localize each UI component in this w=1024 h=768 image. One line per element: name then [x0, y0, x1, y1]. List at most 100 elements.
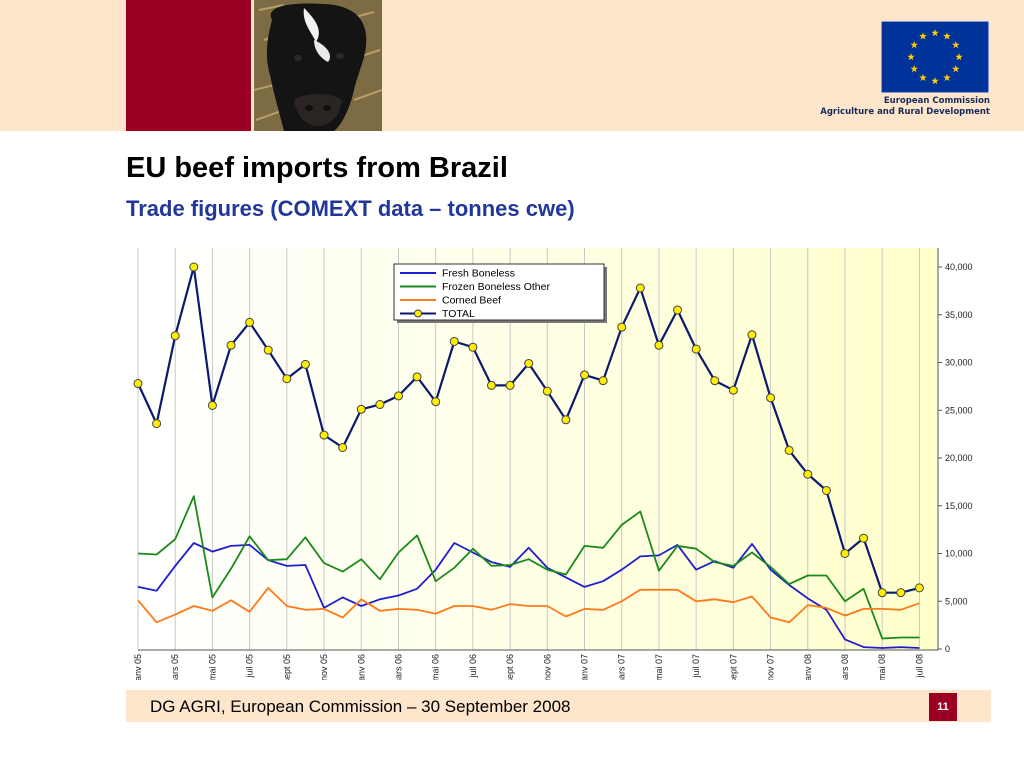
- org-line-1: European Commission: [883, 96, 990, 106]
- total-data-point: [896, 588, 906, 598]
- y-tick-label: 20,000: [945, 453, 973, 463]
- total-data-point: [728, 385, 738, 395]
- total-data-point: [263, 345, 273, 355]
- total-data-point: [393, 391, 403, 401]
- total-data-point: [152, 419, 162, 429]
- total-data-point: [412, 372, 422, 382]
- total-data-point: [431, 397, 441, 407]
- total-data-point: [561, 415, 571, 425]
- eu-star-icon: [943, 73, 951, 82]
- total-data-point: [691, 344, 701, 354]
- total-data-point: [654, 340, 664, 350]
- total-data-point: [356, 404, 366, 414]
- x-tick-label: sept 05: [282, 654, 292, 680]
- y-tick-label: 15,000: [945, 501, 973, 511]
- total-data-point: [673, 305, 683, 315]
- y-tick-label: 10,000: [945, 549, 973, 559]
- total-data-point: [468, 342, 478, 352]
- slide-subtitle: Trade figures (COMEXT data – tonnes cwe): [126, 196, 575, 221]
- total-data-point: [710, 376, 720, 386]
- total-data-point: [486, 380, 496, 390]
- total-data-point: [449, 336, 459, 346]
- x-tick-label: juil 06: [468, 654, 478, 679]
- eu-star-icon: [919, 73, 927, 82]
- total-data-point: [170, 331, 180, 341]
- footer-text: DG AGRI, European Commission – 30 Septem…: [150, 697, 571, 716]
- eu-star-icon: [910, 41, 919, 49]
- total-data-point: [859, 533, 869, 543]
- y-tick-label: 25,000: [945, 405, 973, 415]
- footer-band: DG AGRI, European Commission – 30 Septem…: [126, 690, 991, 722]
- legend-label: Fresh Boneless: [442, 268, 515, 280]
- total-data-point: [840, 549, 850, 558]
- x-tick-label: mai 05: [207, 654, 217, 680]
- legend-marker: [414, 309, 422, 318]
- total-data-point: [784, 445, 794, 455]
- page-number: 11: [929, 693, 957, 721]
- total-data-point: [747, 330, 757, 340]
- eu-flag-logo: [880, 20, 990, 94]
- total-data-point: [207, 400, 217, 410]
- eu-star-icon: [955, 53, 963, 61]
- legend-label: Frozen Boneless Other: [442, 281, 550, 293]
- series-line-2: [137, 586, 920, 624]
- total-data-point: [598, 376, 608, 386]
- series-line-1: [137, 495, 920, 640]
- x-tick-label: nov 07: [766, 654, 776, 680]
- beef-imports-chart: janv 05 mars 05 mai 05 juil 05 sept 05 nov 05…: [115, 240, 995, 687]
- total-data-point: [914, 583, 924, 593]
- x-tick-label: janv 07: [580, 654, 590, 680]
- total-data-point: [635, 283, 645, 293]
- total-data-point: [803, 469, 813, 479]
- eu-star-icon: [931, 29, 939, 37]
- eu-star-icon: [951, 41, 960, 49]
- y-tick-label: 0: [945, 644, 950, 654]
- x-tick-label: juil 07: [691, 654, 701, 679]
- x-tick-label: mars 05: [170, 654, 180, 680]
- x-tick-label: mai 07: [654, 654, 664, 680]
- legend-label: TOTAL: [442, 308, 475, 320]
- eu-org-text: European Commission Agriculture and Rura…: [820, 96, 990, 118]
- eu-star-icon: [931, 77, 939, 85]
- x-tick-label: mars 06: [393, 654, 403, 680]
- x-tick-label: mars 08: [840, 654, 850, 680]
- x-tick-label: nov 05: [319, 654, 329, 680]
- y-tick-label: 30,000: [945, 358, 973, 368]
- org-line-2: Agriculture and Rural Development: [820, 107, 990, 117]
- total-data-point: [766, 393, 776, 403]
- x-tick-label: janv 06: [356, 654, 366, 680]
- total-data-point: [245, 317, 255, 327]
- x-tick-label: mars 07: [617, 654, 627, 680]
- total-data-point: [300, 359, 310, 369]
- total-data-point: [226, 340, 236, 350]
- x-tick-label: janv 08: [803, 654, 813, 680]
- total-data-point: [319, 430, 329, 440]
- y-tick-label: 5,000: [945, 596, 968, 606]
- eu-star-icon: [951, 65, 960, 73]
- x-tick-label: mai 06: [431, 654, 441, 680]
- total-data-point: [375, 400, 385, 410]
- slide-title: EU beef imports from Brazil: [126, 152, 508, 184]
- x-tick-label: sept 06: [505, 654, 515, 680]
- total-data-point: [580, 370, 590, 380]
- eu-star-icon: [943, 32, 951, 40]
- calf-photo: [254, 0, 382, 131]
- legend-label: Corned Beef: [442, 295, 501, 307]
- x-tick-label: mai 08: [877, 654, 887, 680]
- total-data-point: [505, 380, 515, 390]
- x-tick-label: janv 05: [133, 654, 143, 680]
- total-data-point: [524, 358, 534, 368]
- x-tick-label: sept 07: [728, 654, 738, 680]
- eu-star-icon: [910, 65, 919, 73]
- eu-star-icon: [907, 53, 915, 61]
- y-tick-label: 40,000: [945, 262, 973, 272]
- total-data-point: [189, 262, 199, 272]
- total-data-point: [338, 442, 348, 452]
- eu-star-icon: [919, 32, 927, 40]
- x-tick-label: juil 05: [245, 654, 255, 679]
- total-data-point: [821, 485, 831, 495]
- y-tick-label: 35,000: [945, 310, 973, 320]
- total-data-point: [133, 379, 143, 389]
- x-tick-label: nov 06: [542, 654, 552, 680]
- header-red-block: [126, 0, 251, 131]
